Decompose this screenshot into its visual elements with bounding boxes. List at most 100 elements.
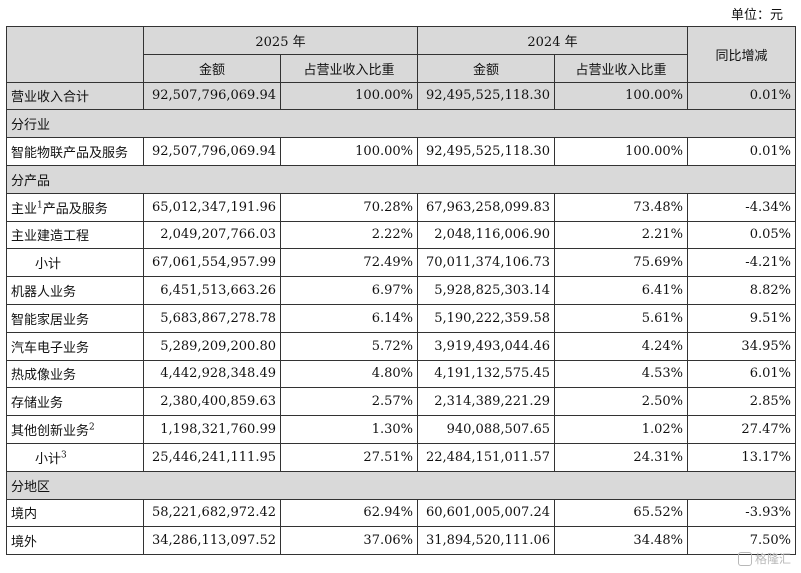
row-label: 小计 <box>6 248 144 278</box>
cell-yoy-change: 27.47% <box>687 415 796 444</box>
unit-label: 单位：元 <box>730 8 783 23</box>
revenue-table: 2025 年 2024 年 同比增减 金额 占营业收入比重 金额 占营业收入比重… <box>6 26 796 556</box>
cell-amount-2025: 25,446,241,111.95 <box>143 442 281 472</box>
table-header: 2025 年 2024 年 同比增减 金额 占营业收入比重 金额 占营业收入比重 <box>6 26 796 83</box>
cell-amount-2025: 34,286,113,097.52 <box>143 526 281 556</box>
cell-amount-2025: 5,683,867,278.78 <box>143 303 281 333</box>
table-row: 热成像业务 4,442,928,348.49 4.80% 4,191,132,575.… <box>6 359 796 389</box>
row-label: 热成像业务 <box>6 359 144 389</box>
cell-ratio-2024: 65.52% <box>554 498 688 528</box>
cell-yoy-change: -3.93% <box>687 498 796 528</box>
gelonghui-logo-icon <box>737 551 752 566</box>
cell-ratio-2025: 6.14% <box>280 303 418 333</box>
cell-ratio-2024: 4.24% <box>554 331 688 361</box>
header-amount-2025: 金额 <box>143 53 281 83</box>
cell-ratio-2025: 2.57% <box>280 387 418 417</box>
total-row: 营业收入合计 92,507,796,069.94 100.00% 92,495,525… <box>6 81 796 111</box>
cell-yoy-change: 2.85% <box>687 387 796 417</box>
cell-amount-2024: 2,314,389,221.29 <box>417 387 555 417</box>
cell-ratio-2025: 70.28% <box>280 192 418 222</box>
cell-ratio-2025: 2.22% <box>280 220 418 250</box>
header-ratio-2024: 占营业收入比重 <box>554 53 688 83</box>
row-label-text: 主业 <box>11 201 38 217</box>
cell-yoy-change: 0.01% <box>687 137 796 166</box>
cell-ratio-2025: 100.00% <box>280 137 418 166</box>
cell-ratio-2024: 73.48% <box>554 192 688 222</box>
cell-yoy-change: -4.21% <box>687 248 796 278</box>
row-label-text: 智能物联产品及服务 <box>11 146 129 162</box>
cell-amount-2025: 2,049,207,766.03 <box>143 220 281 250</box>
cell-ratio-2025: 4.80% <box>280 359 418 389</box>
cell-amount-2025: 92,507,796,069.94 <box>143 137 281 166</box>
cell-yoy-change: 0.01% <box>687 81 796 111</box>
cell-amount-2024: 5,190,222,359.58 <box>417 303 555 333</box>
section-label: 分产品 <box>6 164 796 194</box>
table-row: 其他创新业务2 1,198,321,760.99 1.30% 940,088,507.… <box>6 415 796 444</box>
cell-amount-2025: 92,507,796,069.94 <box>143 81 281 111</box>
cell-yoy-change: 8.82% <box>687 276 796 305</box>
section-label: 分地区 <box>6 470 796 500</box>
header-blank <box>6 26 144 83</box>
cell-amount-2024: 22,484,151,011.57 <box>417 442 555 472</box>
row-label: 其他创新业务2 <box>6 415 144 444</box>
cell-ratio-2024: 1.02% <box>554 415 688 444</box>
header-yoy: 同比增减 <box>687 26 796 83</box>
row-label: 智能家居业务 <box>6 303 144 333</box>
row-label-suffix: 产品及服务 <box>42 201 108 217</box>
header-amount-2024: 金额 <box>417 53 555 83</box>
table-row: 智能家居业务 5,683,867,278.78 6.14% 5,190,222,359… <box>6 303 796 333</box>
cell-ratio-2024: 100.00% <box>554 137 688 166</box>
section-row: 分行业 <box>6 109 796 139</box>
watermark: 格隆汇 <box>737 550 791 567</box>
cell-ratio-2024: 24.31% <box>554 442 688 472</box>
row-label-text: 存储业务 <box>11 396 64 412</box>
row-label: 汽车电子业务 <box>6 331 144 361</box>
cell-ratio-2024: 5.61% <box>554 303 688 333</box>
footnote-marker: 2 <box>89 422 95 433</box>
header-ratio-2025: 占营业收入比重 <box>280 53 418 83</box>
cell-amount-2025: 1,198,321,760.99 <box>143 415 281 444</box>
cell-amount-2024: 31,894,520,111.06 <box>417 526 555 556</box>
cell-amount-2024: 60,601,005,007.24 <box>417 498 555 528</box>
cell-amount-2025: 5,289,209,200.80 <box>143 331 281 361</box>
table-row: 主业1产品及服务 65,012,347,191.96 70.28% 67,963,25… <box>6 192 796 222</box>
cell-ratio-2024: 2.50% <box>554 387 688 417</box>
section-label: 分行业 <box>6 109 796 139</box>
cell-amount-2024: 2,048,116,006.90 <box>417 220 555 250</box>
cell-ratio-2024: 6.41% <box>554 276 688 305</box>
table-row: 境内 58,221,682,972.42 62.94% 60,601,005,007.… <box>6 498 796 528</box>
cell-yoy-change: -4.34% <box>687 192 796 222</box>
row-label-text: 小计 <box>35 257 62 273</box>
cell-amount-2024: 70,011,374,106.73 <box>417 248 555 278</box>
row-label: 小计3 <box>6 442 144 472</box>
row-label: 主业1产品及服务 <box>6 192 144 222</box>
row-label: 智能物联产品及服务 <box>6 137 144 166</box>
row-label-text: 境外 <box>11 535 38 551</box>
cell-amount-2025: 4,442,928,348.49 <box>143 359 281 389</box>
cell-yoy-change: 7.50% <box>687 526 796 556</box>
cell-ratio-2025: 37.06% <box>280 526 418 556</box>
cell-amount-2025: 6,451,513,663.26 <box>143 276 281 305</box>
row-label: 营业收入合计 <box>6 81 144 111</box>
cell-yoy-change: 0.05% <box>687 220 796 250</box>
cell-ratio-2024: 2.21% <box>554 220 688 250</box>
table-row: 主业建造工程 2,049,207,766.03 2.22% 2,048,116,006… <box>6 220 796 250</box>
cell-amount-2024: 92,495,525,118.30 <box>417 81 555 111</box>
cell-ratio-2025: 6.97% <box>280 276 418 305</box>
table-row: 智能物联产品及服务 92,507,796,069.94 100.00% 92,495,… <box>6 137 796 166</box>
cell-yoy-change: 34.95% <box>687 331 796 361</box>
cell-ratio-2025: 1.30% <box>280 415 418 444</box>
cell-ratio-2025: 5.72% <box>280 331 418 361</box>
cell-ratio-2025: 62.94% <box>280 498 418 528</box>
cell-ratio-2025: 100.00% <box>280 81 418 111</box>
row-label-text: 汽车电子业务 <box>11 340 90 356</box>
cell-yoy-change: 13.17% <box>687 442 796 472</box>
cell-ratio-2025: 27.51% <box>280 442 418 472</box>
cell-ratio-2025: 72.49% <box>280 248 418 278</box>
cell-amount-2025: 67,061,554,957.99 <box>143 248 281 278</box>
section-row: 分地区 <box>6 470 796 500</box>
table-body: 营业收入合计 92,507,796,069.94 100.00% 92,495,525… <box>6 81 796 556</box>
row-label: 机器人业务 <box>6 276 144 305</box>
table-row: 存储业务 2,380,400,859.63 2.57% 2,314,389,221.2… <box>6 387 796 417</box>
cell-ratio-2024: 100.00% <box>554 81 688 111</box>
